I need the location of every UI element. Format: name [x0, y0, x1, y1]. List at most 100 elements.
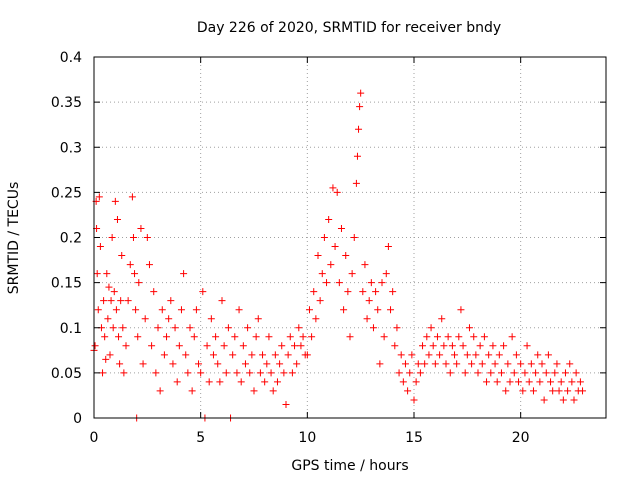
- data-point: [510, 369, 518, 377]
- data-point: [547, 378, 555, 386]
- data-point: [568, 378, 576, 386]
- data-point: [109, 324, 117, 332]
- data-point: [440, 342, 448, 350]
- data-point: [229, 351, 237, 359]
- data-point: [363, 315, 371, 323]
- data-point: [489, 342, 497, 350]
- data-point: [119, 324, 127, 332]
- data-point: [346, 333, 354, 341]
- data-point: [318, 270, 326, 278]
- data-point: [529, 387, 537, 395]
- data-point: [104, 315, 112, 323]
- data-point: [436, 351, 444, 359]
- data-point: [384, 243, 392, 251]
- data-point: [442, 360, 450, 368]
- data-point: [540, 396, 548, 404]
- data-point: [468, 360, 476, 368]
- data-point: [350, 234, 358, 241]
- data-point: [355, 125, 363, 133]
- data-point: [156, 387, 164, 395]
- data-point: [171, 324, 179, 332]
- y-tick-label: 0.1: [60, 321, 82, 337]
- data-point: [378, 279, 386, 287]
- data-point: [408, 351, 416, 359]
- data-point: [561, 369, 569, 377]
- data-point: [463, 351, 471, 359]
- data-point: [472, 351, 480, 359]
- data-point: [235, 306, 243, 314]
- y-tick-label: 0.15: [51, 276, 82, 292]
- data-point: [566, 360, 574, 368]
- data-point: [93, 270, 101, 278]
- data-point: [265, 333, 273, 341]
- x-tick-label: 0: [90, 430, 99, 446]
- data-point: [493, 378, 501, 386]
- data-point: [126, 261, 134, 269]
- data-point: [237, 378, 245, 386]
- data-point: [399, 378, 407, 386]
- data-point: [572, 369, 580, 377]
- data-point: [410, 396, 418, 404]
- chart-title: Day 226 of 2020, SRMTID for receiver bnd…: [197, 20, 501, 36]
- data-point: [423, 333, 431, 341]
- data-point: [108, 234, 116, 241]
- data-point: [310, 288, 318, 296]
- data-point: [295, 324, 303, 332]
- data-point: [387, 306, 395, 314]
- data-point: [474, 369, 482, 377]
- data-point: [559, 396, 567, 404]
- data-point: [500, 342, 508, 350]
- data-point: [128, 193, 136, 201]
- data-point: [487, 369, 495, 377]
- data-point: [459, 342, 467, 350]
- data-point: [132, 306, 140, 314]
- data-point: [297, 342, 305, 350]
- data-point: [303, 351, 311, 359]
- y-tick-label: 0.2: [60, 231, 82, 247]
- data-point: [395, 369, 403, 377]
- data-point: [91, 342, 99, 350]
- data-point: [325, 215, 333, 223]
- data-point: [177, 306, 185, 314]
- data-point: [224, 324, 232, 332]
- data-point: [340, 306, 348, 314]
- data-point: [261, 378, 269, 386]
- data-point: [461, 369, 469, 377]
- data-point: [103, 270, 111, 278]
- data-point: [263, 360, 271, 368]
- data-point: [282, 400, 290, 408]
- data-point: [241, 360, 249, 368]
- data-point: [444, 333, 452, 341]
- data-point: [256, 369, 264, 377]
- data-point: [485, 351, 493, 359]
- data-point: [357, 89, 365, 97]
- data-point: [382, 270, 390, 278]
- data-point: [124, 297, 132, 305]
- data-point: [163, 333, 171, 341]
- data-point: [369, 324, 377, 332]
- data-point: [244, 324, 252, 332]
- data-point: [476, 342, 484, 350]
- data-point: [134, 333, 142, 341]
- data-point: [100, 297, 108, 305]
- data-point: [152, 369, 160, 377]
- data-point: [389, 288, 397, 296]
- data-point: [557, 378, 565, 386]
- data-point: [254, 315, 262, 323]
- data-point: [401, 360, 409, 368]
- data-point: [220, 342, 228, 350]
- data-point: [404, 387, 412, 395]
- y-tick-label: 0.35: [51, 95, 82, 111]
- data-point: [195, 360, 203, 368]
- data-point: [478, 360, 486, 368]
- data-point: [506, 378, 514, 386]
- data-point: [549, 387, 557, 395]
- data-point: [523, 342, 531, 350]
- data-point: [433, 333, 441, 341]
- data-point: [448, 342, 456, 350]
- data-point: [314, 252, 322, 260]
- data-point: [135, 279, 143, 287]
- y-axis-label: SRMTID / TECUs: [6, 182, 22, 295]
- x-tick-label: 15: [405, 430, 423, 446]
- data-point: [393, 324, 401, 332]
